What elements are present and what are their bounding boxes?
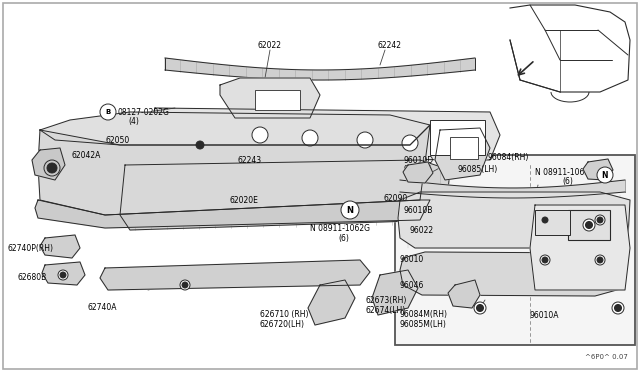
Circle shape [595,215,605,225]
Bar [568,210,610,240]
Polygon shape [435,128,490,180]
Circle shape [252,127,268,143]
Text: 62022: 62022 [258,41,282,49]
Text: 626720(LH): 626720(LH) [260,321,305,330]
Circle shape [58,270,68,280]
Polygon shape [100,260,370,290]
Circle shape [586,221,593,228]
Text: 62740P(RH): 62740P(RH) [8,244,54,253]
Text: ^6P0^ 0.07: ^6P0^ 0.07 [585,354,628,360]
Text: 96084M(RH): 96084M(RH) [400,311,448,320]
Circle shape [196,141,204,149]
Text: N: N [346,205,353,215]
Polygon shape [583,159,613,180]
Text: 96046: 96046 [400,280,424,289]
Circle shape [597,257,603,263]
Polygon shape [40,235,80,258]
Bar [255,90,300,110]
Circle shape [357,132,373,148]
Bar [430,120,485,155]
Text: 626710 (RH): 626710 (RH) [260,311,308,320]
Circle shape [542,217,548,223]
Circle shape [100,104,116,120]
Polygon shape [400,180,625,198]
Text: 62673(RH): 62673(RH) [365,295,406,305]
Text: 62050: 62050 [105,135,129,144]
Circle shape [583,219,595,231]
Text: 63145M: 63145M [542,205,573,215]
Polygon shape [530,205,630,290]
Text: 62020E: 62020E [230,196,259,205]
Text: 96084A: 96084A [403,164,433,173]
Text: (4): (4) [128,116,139,125]
Circle shape [540,215,550,225]
Text: 96010B: 96010B [403,205,433,215]
Polygon shape [372,270,418,315]
Circle shape [542,257,548,263]
Text: (6): (6) [562,176,573,186]
Text: 96022: 96022 [410,225,434,234]
Text: 96010A: 96010A [530,311,559,320]
Circle shape [180,280,190,290]
Polygon shape [400,252,628,296]
Polygon shape [220,78,320,118]
Text: 62680B: 62680B [18,273,47,282]
Circle shape [60,272,66,278]
Polygon shape [448,280,480,308]
Polygon shape [42,262,85,285]
Polygon shape [398,192,630,248]
Text: 96010: 96010 [400,256,424,264]
Text: N: N [602,170,608,180]
Circle shape [182,282,188,288]
Text: 96085(LH): 96085(LH) [458,164,499,173]
Polygon shape [308,280,355,325]
Text: (6): (6) [338,234,349,243]
Circle shape [597,167,613,183]
Circle shape [477,305,483,311]
Text: 62042A: 62042A [72,151,101,160]
Circle shape [540,255,550,265]
Polygon shape [32,148,65,180]
Text: 08127-0202G: 08127-0202G [118,108,170,116]
Text: 62740A: 62740A [88,304,118,312]
Bar [450,137,478,159]
Circle shape [612,302,624,314]
Polygon shape [40,112,430,145]
Circle shape [474,302,486,314]
Polygon shape [35,200,430,228]
Polygon shape [148,108,500,160]
Bar [395,155,635,345]
Text: N 08911-1062G: N 08911-1062G [535,167,595,176]
Text: 62674(LH): 62674(LH) [365,305,405,314]
Circle shape [597,217,603,223]
Text: B: B [106,109,111,115]
Text: N 08911-1062G: N 08911-1062G [310,224,370,232]
Circle shape [302,130,318,146]
Circle shape [402,135,418,151]
Circle shape [47,163,57,173]
Circle shape [341,201,359,219]
Circle shape [595,255,605,265]
Polygon shape [403,162,433,183]
Polygon shape [120,160,450,230]
Text: 96010D: 96010D [403,155,433,164]
Text: 62090: 62090 [383,193,407,202]
Text: 62243: 62243 [238,155,262,164]
Text: 62242: 62242 [378,41,402,49]
Polygon shape [165,58,475,80]
Polygon shape [38,125,430,215]
Bar [535,210,570,235]
Text: 96085M(LH): 96085M(LH) [400,321,447,330]
Circle shape [614,305,621,311]
Text: 96084(RH): 96084(RH) [488,153,529,161]
